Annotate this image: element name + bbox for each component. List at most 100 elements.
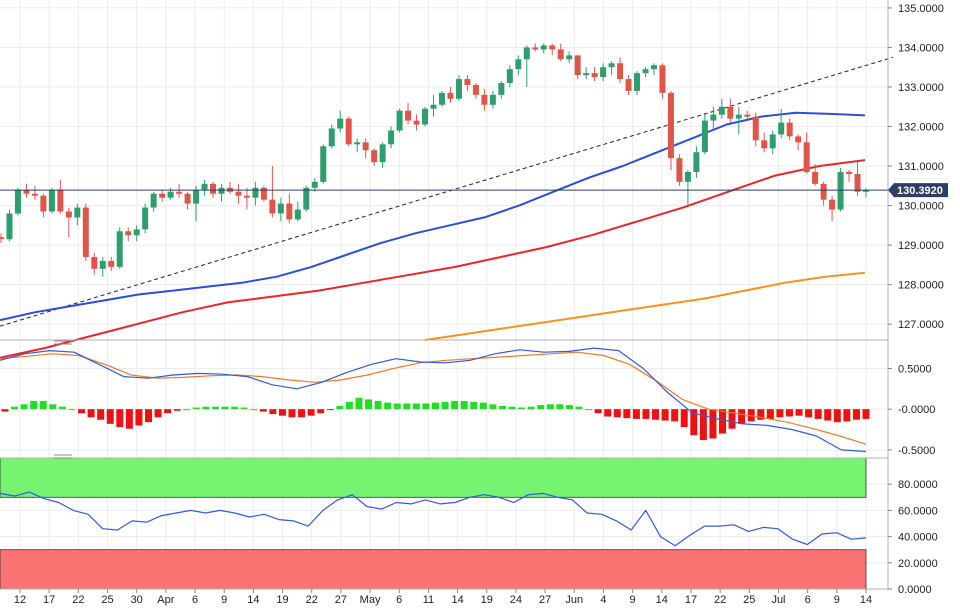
macd-histogram-bar <box>116 409 124 428</box>
candle-body <box>235 191 242 196</box>
macd-histogram-bar <box>852 409 860 420</box>
macd-pane <box>0 347 870 453</box>
x-tick-label: 19 <box>481 594 493 606</box>
pane-resize-handle-2[interactable] <box>54 454 72 459</box>
price-pane <box>0 43 894 359</box>
macd-histogram-bar <box>259 409 267 412</box>
macd-histogram-bar <box>173 409 181 411</box>
macd-histogram-bar <box>58 406 66 410</box>
candle-body <box>0 237 4 240</box>
candle-body <box>320 146 327 182</box>
macd-histogram-bar <box>374 401 382 410</box>
macd-histogram-bar <box>164 409 172 414</box>
candle-body <box>108 260 115 267</box>
candle-body <box>803 142 810 172</box>
x-tick-label: 14 <box>656 594 668 606</box>
macd-histogram-bar <box>508 406 516 410</box>
x-tick-label: 27 <box>539 594 551 606</box>
candle-body <box>710 114 717 121</box>
candle-body <box>286 203 293 220</box>
candle-body <box>99 260 106 269</box>
candle-body <box>345 118 352 145</box>
y-tick-label: 0.5000 <box>898 363 932 375</box>
candle-body <box>311 181 318 188</box>
macd-histogram-bar <box>39 401 47 410</box>
candle-body <box>718 106 725 115</box>
macd-histogram-bar <box>250 409 258 411</box>
x-tick-label: 14 <box>247 594 259 606</box>
macd-histogram-bar <box>20 404 28 410</box>
macd-histogram-bar <box>192 407 200 410</box>
candle-body <box>489 94 496 105</box>
sma-55-line <box>0 111 866 322</box>
candle-body <box>625 79 632 91</box>
current-price-badge: 130.3920 <box>888 183 948 198</box>
candle-body <box>91 256 98 269</box>
current-price-label: 130.3920 <box>897 185 943 197</box>
macd-histogram-bar <box>298 409 306 418</box>
candle-body <box>769 134 776 149</box>
candle-body <box>447 92 454 99</box>
candle-body <box>362 142 369 151</box>
macd-histogram-bar <box>345 401 353 410</box>
macd-histogram-bar <box>498 405 506 410</box>
macd-histogram-bar <box>432 402 439 410</box>
macd-histogram-bar <box>642 409 650 419</box>
y-tick-label: 131.0000 <box>898 161 944 173</box>
sma-100-line <box>0 159 866 359</box>
candle-body <box>693 152 700 172</box>
candle-body <box>464 79 471 85</box>
macd-histogram-bar <box>154 409 162 418</box>
y-tick-label: 134.0000 <box>898 42 944 54</box>
candle-body <box>260 187 267 200</box>
candle-body <box>795 136 802 143</box>
macd-histogram-bar <box>575 406 583 410</box>
macd-histogram-bar <box>307 409 315 416</box>
macd-histogram-bar <box>384 402 392 410</box>
candle-body <box>167 191 174 198</box>
macd-histogram-bar <box>661 409 669 421</box>
macd-histogram-bar <box>690 409 698 436</box>
candle-body <box>354 142 361 145</box>
y-tick-label: 127.0000 <box>898 319 944 331</box>
rsi-line <box>0 491 867 547</box>
x-tick-label: 17 <box>43 594 55 606</box>
macd-histogram-bar <box>604 409 612 417</box>
macd-histogram-bar <box>699 409 707 441</box>
x-tick-label: 11 <box>423 594 434 606</box>
candle-body <box>549 45 556 50</box>
candle-body <box>650 65 657 70</box>
macd-histogram-bar <box>527 406 535 410</box>
candle-body <box>498 83 505 95</box>
candle-body <box>523 47 530 60</box>
macd-histogram-bar <box>795 409 803 416</box>
candle-body <box>455 79 462 99</box>
candle-body <box>210 183 217 194</box>
macd-histogram-bar <box>824 409 832 421</box>
x-tick-label: 22 <box>714 594 726 606</box>
candle-body <box>303 187 310 210</box>
macd-histogram-bar <box>479 402 487 410</box>
candle-body <box>778 122 785 135</box>
candle-body <box>65 211 72 218</box>
macd-histogram-bar <box>585 409 593 411</box>
candle-body <box>752 116 759 141</box>
y-tick-label: 40.0000 <box>898 532 938 544</box>
y-tick-label: -0.5000 <box>898 445 935 457</box>
macd-histogram-bar <box>78 409 86 414</box>
trend-line <box>0 56 894 327</box>
candle-body <box>184 193 191 204</box>
pane-resize-handle-1[interactable] <box>54 340 72 345</box>
macd-histogram-bar <box>68 409 76 411</box>
candle-body <box>829 199 836 210</box>
candle-body <box>388 130 395 145</box>
candle-body <box>574 55 581 76</box>
candle-body <box>328 128 335 147</box>
x-tick-label: 27 <box>335 594 347 606</box>
macd-signal-line <box>0 351 867 445</box>
candle-body <box>701 120 708 153</box>
candle-body <box>159 193 166 198</box>
macd-histogram-bar <box>393 403 401 410</box>
candle-body <box>14 189 21 214</box>
